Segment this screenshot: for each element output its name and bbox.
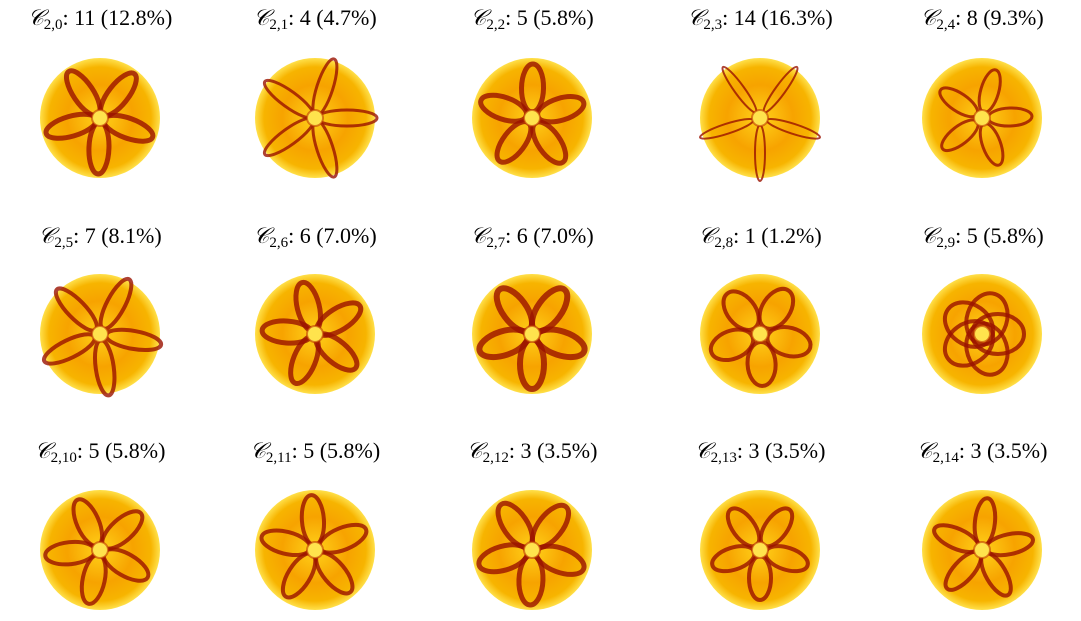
cluster-caption: : 3 (3.5%) bbox=[737, 438, 826, 463]
heatmap-center bbox=[752, 110, 768, 126]
panel: 𝒞2,11: 5 (5.8%) bbox=[250, 438, 380, 610]
cluster-subscript: 2,8 bbox=[714, 235, 733, 251]
panel-title: 𝒞2,6: 6 (7.0%) bbox=[253, 223, 376, 251]
panel-title: 𝒞2,2: 5 (5.8%) bbox=[470, 5, 593, 33]
heatmap-center bbox=[92, 542, 108, 558]
cluster-subscript: 2,0 bbox=[44, 17, 63, 33]
heatmap-center bbox=[307, 542, 323, 558]
heatmap-image bbox=[922, 58, 1042, 178]
cluster-caption: : 7 (8.1%) bbox=[73, 223, 162, 248]
panel-title: 𝒞2,3: 14 (16.3%) bbox=[687, 5, 832, 33]
panel: 𝒞2,14: 3 (3.5%) bbox=[917, 438, 1048, 610]
panel: 𝒞2,3: 14 (16.3%) bbox=[687, 5, 832, 181]
cluster-subscript: 2,10 bbox=[51, 450, 77, 466]
panel: 𝒞2,5: 7 (8.1%) bbox=[38, 223, 162, 397]
panel-title: 𝒞2,9: 5 (5.8%) bbox=[920, 223, 1043, 251]
panel: 𝒞2,1: 4 (4.7%) bbox=[253, 5, 377, 179]
heatmap-image bbox=[40, 58, 160, 178]
cluster-caption: : 14 (16.3%) bbox=[722, 5, 833, 30]
cluster-subscript: 2,1 bbox=[269, 17, 288, 33]
panel: 𝒞2,2: 5 (5.8%) bbox=[470, 5, 593, 178]
heatmap-center bbox=[524, 326, 540, 342]
panel: 𝒞2,10: 5 (5.8%) bbox=[35, 438, 166, 610]
cluster-subscript: 2,14 bbox=[933, 450, 960, 466]
heatmap-image bbox=[40, 490, 160, 610]
heatmap-center bbox=[524, 542, 540, 558]
cluster-subscript: 2,3 bbox=[703, 17, 722, 33]
cluster-subscript: 2,13 bbox=[711, 450, 737, 466]
panel: 𝒞2,12: 3 (3.5%) bbox=[467, 438, 598, 610]
cluster-caption: : 6 (7.0%) bbox=[288, 223, 377, 248]
cluster-subscript: 2,12 bbox=[483, 450, 509, 466]
heatmap-image bbox=[699, 58, 822, 181]
heatmap-image bbox=[472, 274, 592, 394]
panel-title: 𝒞2,5: 7 (8.1%) bbox=[38, 223, 161, 251]
cluster-subscript: 2,6 bbox=[269, 235, 288, 251]
heatmap-center bbox=[92, 326, 108, 342]
heatmap-center bbox=[974, 326, 990, 342]
cluster-caption: : 3 (3.5%) bbox=[509, 438, 598, 463]
panel-title: 𝒞2,11: 5 (5.8%) bbox=[250, 438, 380, 466]
heatmap-center bbox=[974, 110, 990, 126]
cluster-subscript: 2,7 bbox=[486, 235, 505, 251]
figure: 𝒞2,0: 11 (12.8%) 𝒞2,1: 4 (4.7%) 𝒞2,2: 5 (5… bbox=[0, 0, 1081, 621]
heatmap-center bbox=[974, 542, 990, 558]
panel: 𝒞2,13: 3 (3.5%) bbox=[695, 438, 826, 610]
cluster-caption: : 5 (5.8%) bbox=[955, 223, 1044, 248]
cluster-caption: : 5 (5.8%) bbox=[505, 5, 594, 30]
heatmap-image bbox=[700, 274, 820, 394]
cluster-caption: : 1 (1.2%) bbox=[733, 223, 822, 248]
heatmap-image bbox=[255, 490, 375, 610]
panel-title: 𝒞2,7: 6 (7.0%) bbox=[470, 223, 593, 251]
heatmap-center bbox=[307, 326, 323, 342]
heatmap-image bbox=[700, 490, 820, 610]
panel: 𝒞2,6: 6 (7.0%) bbox=[253, 223, 376, 394]
cluster-caption: : 6 (7.0%) bbox=[505, 223, 594, 248]
panel: 𝒞2,9: 5 (5.8%) bbox=[920, 223, 1043, 394]
panel-title: 𝒞2,12: 3 (3.5%) bbox=[467, 438, 598, 466]
cluster-subscript: 2,4 bbox=[936, 17, 955, 33]
cluster-caption: : 4 (4.7%) bbox=[288, 5, 377, 30]
heatmap-image bbox=[255, 57, 377, 180]
heatmap-center bbox=[752, 326, 768, 342]
heatmap-image bbox=[40, 274, 163, 397]
heatmap-image bbox=[472, 58, 592, 178]
heatmap-center bbox=[307, 110, 323, 126]
heatmap-image bbox=[922, 490, 1042, 610]
panel-title: 𝒞2,10: 5 (5.8%) bbox=[35, 438, 166, 466]
panel: 𝒞2,4: 8 (9.3%) bbox=[920, 5, 1043, 178]
panel-title: 𝒞2,0: 11 (12.8%) bbox=[28, 5, 173, 33]
panel: 𝒞2,0: 11 (12.8%) bbox=[28, 5, 173, 178]
cluster-subscript: 2,9 bbox=[936, 235, 955, 251]
page: 𝒞2,0: 11 (12.8%) 𝒞2,1: 4 (4.7%) 𝒞2,2: 5 (5… bbox=[0, 0, 1081, 621]
cluster-subscript: 2,2 bbox=[486, 17, 505, 33]
heatmap-center bbox=[524, 110, 540, 126]
heatmap-image bbox=[255, 274, 375, 394]
heatmap-center bbox=[752, 542, 768, 558]
cluster-caption: : 5 (5.8%) bbox=[292, 438, 381, 463]
cluster-caption: : 5 (5.8%) bbox=[77, 438, 166, 463]
cluster-caption: : 11 (12.8%) bbox=[63, 5, 173, 30]
panel: 𝒞2,8: 1 (1.2%) bbox=[698, 223, 821, 394]
panel-title: 𝒞2,4: 8 (9.3%) bbox=[920, 5, 1043, 33]
cluster-subscript: 2,11 bbox=[266, 450, 292, 466]
cluster-subscript: 2,5 bbox=[54, 235, 73, 251]
panel-title: 𝒞2,14: 3 (3.5%) bbox=[917, 438, 1048, 466]
panel-title: 𝒞2,1: 4 (4.7%) bbox=[253, 5, 376, 33]
cluster-caption: : 8 (9.3%) bbox=[955, 5, 1044, 30]
panel-title: 𝒞2,8: 1 (1.2%) bbox=[698, 223, 821, 251]
panel-title: 𝒞2,13: 3 (3.5%) bbox=[695, 438, 826, 466]
cluster-caption: : 3 (3.5%) bbox=[959, 438, 1048, 463]
panel: 𝒞2,7: 6 (7.0%) bbox=[470, 223, 593, 394]
heatmap-center bbox=[92, 110, 108, 126]
heatmap-image bbox=[472, 490, 592, 610]
heatmap-image bbox=[922, 274, 1042, 394]
